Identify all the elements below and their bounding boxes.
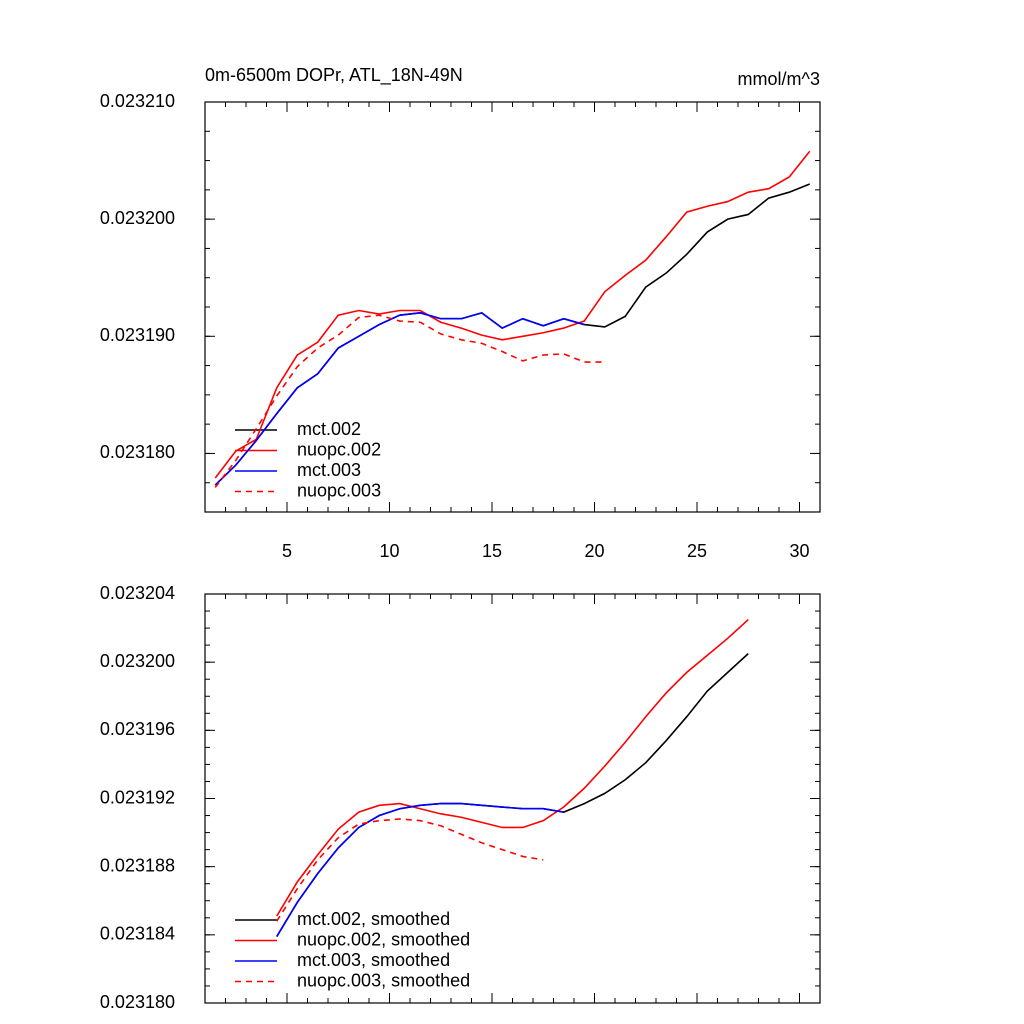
- legend-label: nuopc.003: [297, 480, 381, 500]
- legend-label: mct.003: [297, 460, 361, 480]
- y-tick-label: 0.023190: [100, 325, 175, 345]
- series-line: [276, 618, 749, 917]
- chart-title: 0m-6500m DOPr, ATL_18N-49N: [205, 65, 463, 86]
- series-line: [276, 818, 544, 922]
- legend-label: mct.002: [297, 419, 361, 439]
- y-tick-label: 0.023196: [100, 719, 175, 739]
- x-tick-label: 30: [789, 541, 809, 561]
- series-line: [276, 653, 749, 937]
- x-tick-label: 5: [282, 541, 292, 561]
- y-tick-label: 0.023180: [100, 442, 175, 462]
- y-tick-label: 0.023180: [100, 992, 175, 1012]
- y-tick-label: 0.023192: [100, 787, 175, 807]
- units-label: mmol/m^3: [738, 69, 820, 89]
- series-line: [214, 150, 811, 479]
- y-tick-label: 0.023200: [100, 208, 175, 228]
- y-tick-label: 0.023210: [100, 91, 175, 111]
- legend-label: nuopc.002, smoothed: [297, 929, 470, 949]
- y-tick-label: 0.023184: [100, 924, 175, 944]
- x-tick-label: 25: [687, 541, 707, 561]
- series-line: [214, 311, 585, 486]
- legend-label: nuopc.003, smoothed: [297, 970, 470, 990]
- x-tick-label: 10: [379, 541, 399, 561]
- legend-label: mct.003, smoothed: [297, 950, 450, 970]
- legend-label: nuopc.002: [297, 439, 381, 459]
- legend-label: mct.002, smoothed: [297, 909, 450, 929]
- x-tick-label: 15: [482, 541, 502, 561]
- series-line: [276, 802, 564, 937]
- y-tick-label: 0.023204: [100, 583, 175, 603]
- x-tick-label: 20: [584, 541, 604, 561]
- series-line: [214, 314, 605, 488]
- y-tick-label: 0.023200: [100, 651, 175, 671]
- y-tick-label: 0.023188: [100, 855, 175, 875]
